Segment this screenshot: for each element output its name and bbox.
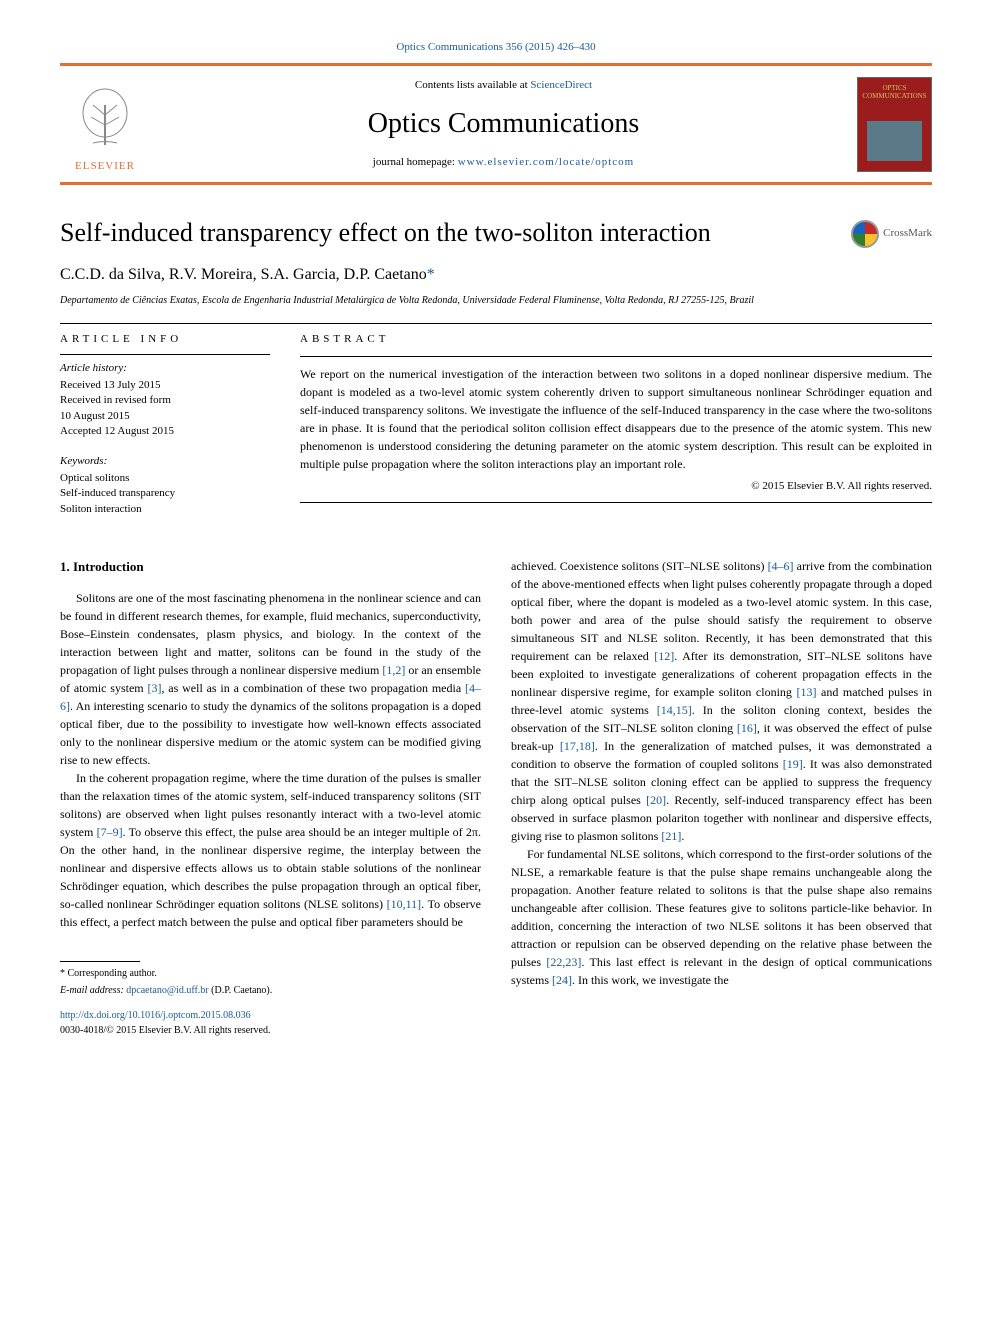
- email-prefix: E-mail address:: [60, 985, 126, 996]
- journal-title: Optics Communications: [150, 104, 857, 143]
- ref-link[interactable]: [20]: [646, 793, 666, 807]
- contents-link-line: Contents lists available at ScienceDirec…: [150, 78, 857, 93]
- article-info: ARTICLE INFO Article history: Received 1…: [60, 332, 270, 517]
- cover-text-2: COMMUNICATIONS: [862, 92, 926, 100]
- doi-link[interactable]: http://dx.doi.org/10.1016/j.optcom.2015.…: [60, 1008, 481, 1023]
- history-item: Accepted 12 August 2015: [60, 424, 270, 439]
- cover-thumbnail: [867, 121, 922, 161]
- cover-text-1: OPTICS: [882, 84, 906, 92]
- ref-link[interactable]: [24]: [552, 973, 572, 987]
- ref-link[interactable]: [12]: [654, 649, 674, 663]
- crossmark-label: CrossMark: [883, 226, 932, 241]
- top-citation: Optics Communications 356 (2015) 426–430: [60, 40, 932, 55]
- email-note: E-mail address: dpcaetano@id.uff.br (D.P…: [60, 983, 481, 998]
- divider-1: [60, 323, 932, 324]
- left-column: 1. Introduction Solitons are one of the …: [60, 557, 481, 1038]
- ref-link[interactable]: [7–9]: [97, 825, 123, 839]
- ref-link[interactable]: [22,23]: [546, 955, 581, 969]
- authors: C.C.D. da Silva, R.V. Moreira, S.A. Garc…: [60, 264, 932, 286]
- abstract: ABSTRACT We report on the numerical inve…: [300, 332, 932, 517]
- intro-heading: 1. Introduction: [60, 557, 481, 577]
- history-item: Received in revised form: [60, 393, 270, 408]
- abstract-copyright: © 2015 Elsevier B.V. All rights reserved…: [300, 479, 932, 494]
- intro-p3: For fundamental NLSE solitons, which cor…: [511, 845, 932, 989]
- header-center: Contents lists available at ScienceDirec…: [150, 78, 857, 170]
- ref-link[interactable]: [16]: [737, 721, 757, 735]
- article-title-row: Self-induced transparency effect on the …: [60, 215, 932, 251]
- ref-link[interactable]: [14,15]: [657, 703, 692, 717]
- right-column: achieved. Coexistence solitons (SIT–NLSE…: [511, 557, 932, 1038]
- intro-p2-cont: achieved. Coexistence solitons (SIT–NLSE…: [511, 557, 932, 845]
- journal-homepage-line: journal homepage: www.elsevier.com/locat…: [150, 155, 857, 170]
- article-title: Self-induced transparency effect on the …: [60, 215, 711, 251]
- intro-p1: Solitons are one of the most fascinating…: [60, 589, 481, 769]
- corr-marker: *: [427, 266, 435, 283]
- sciencedirect-link[interactable]: ScienceDirect: [530, 79, 592, 91]
- keyword-item: Optical solitons: [60, 471, 270, 486]
- crossmark-icon: [851, 220, 879, 248]
- homepage-prefix: journal homepage:: [373, 156, 458, 168]
- ref-link[interactable]: [10,11]: [387, 897, 422, 911]
- history-item: Received 13 July 2015: [60, 378, 270, 393]
- elsevier-logo: ELSEVIER: [60, 74, 150, 174]
- abstract-divider-1: [300, 356, 932, 357]
- ref-link[interactable]: [21]: [661, 829, 681, 843]
- keyword-item: Soliton interaction: [60, 502, 270, 517]
- email-suffix: (D.P. Caetano).: [209, 985, 273, 996]
- ref-link[interactable]: [3]: [147, 681, 161, 695]
- keywords-title: Keywords:: [60, 454, 270, 469]
- ref-link[interactable]: [13]: [796, 685, 816, 699]
- intro-p2: In the coherent propagation regime, wher…: [60, 769, 481, 931]
- ref-link[interactable]: [19]: [783, 757, 803, 771]
- history-item: 10 August 2015: [60, 409, 270, 424]
- contents-prefix: Contents lists available at: [415, 79, 530, 91]
- affiliation: Departamento de Ciências Exatas, Escola …: [60, 294, 932, 307]
- ref-link[interactable]: [1,2]: [382, 663, 405, 677]
- elsevier-tree-icon: [75, 85, 135, 155]
- homepage-link[interactable]: www.elsevier.com/locate/optcom: [458, 156, 635, 168]
- corr-note: * Corresponding author.: [60, 966, 481, 981]
- article-info-heading: ARTICLE INFO: [60, 332, 270, 347]
- abstract-heading: ABSTRACT: [300, 332, 932, 347]
- ref-link[interactable]: [4–6]: [768, 559, 794, 573]
- issn-line: 0030-4018/© 2015 Elsevier B.V. All right…: [60, 1023, 481, 1038]
- info-abstract-row: ARTICLE INFO Article history: Received 1…: [60, 332, 932, 517]
- email-link[interactable]: dpcaetano@id.uff.br: [126, 985, 208, 996]
- crossmark-badge[interactable]: CrossMark: [851, 220, 932, 248]
- abstract-text: We report on the numerical investigation…: [300, 365, 932, 473]
- journal-cover: OPTICS COMMUNICATIONS: [857, 77, 932, 172]
- body-content: 1. Introduction Solitons are one of the …: [60, 557, 932, 1038]
- elsevier-text: ELSEVIER: [75, 159, 135, 174]
- keyword-item: Self-induced transparency: [60, 486, 270, 501]
- footer-divider: [60, 961, 140, 962]
- info-divider-1: [60, 354, 270, 355]
- journal-header: ELSEVIER Contents lists available at Sci…: [60, 63, 932, 185]
- ref-link[interactable]: [17,18]: [560, 739, 595, 753]
- abstract-divider-2: [300, 502, 932, 503]
- history-title: Article history:: [60, 361, 270, 376]
- author-list: C.C.D. da Silva, R.V. Moreira, S.A. Garc…: [60, 266, 427, 283]
